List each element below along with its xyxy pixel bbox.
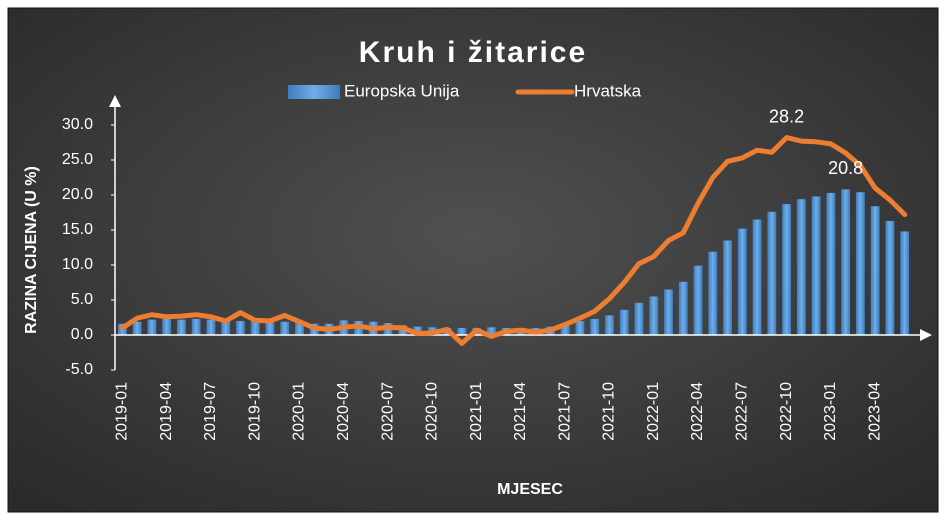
x-tick-label: 2019-04 bbox=[158, 382, 175, 441]
bar bbox=[619, 309, 629, 335]
legend-label: Hrvatska bbox=[574, 81, 642, 100]
bar bbox=[796, 199, 806, 335]
bar bbox=[162, 318, 172, 335]
bar bbox=[900, 231, 910, 335]
y-axis-title: RAZINA CIJENA (U %) bbox=[23, 166, 40, 334]
bar bbox=[737, 228, 747, 335]
bar bbox=[752, 219, 762, 335]
x-tick-label: 2019-01 bbox=[114, 382, 131, 441]
bar bbox=[767, 211, 777, 335]
x-tick-label: 2022-01 bbox=[645, 382, 662, 441]
bar bbox=[723, 240, 732, 335]
line bbox=[119, 135, 908, 346]
bar bbox=[605, 315, 614, 335]
x-tick-label: 2020-07 bbox=[379, 382, 396, 441]
bar bbox=[457, 328, 467, 335]
bar bbox=[486, 327, 496, 335]
bar bbox=[295, 322, 304, 335]
y-tick-label: 0.0 bbox=[71, 326, 93, 343]
bar bbox=[221, 320, 231, 335]
bar bbox=[870, 206, 880, 335]
bar bbox=[206, 319, 216, 335]
x-tick-label: 2023-01 bbox=[822, 382, 839, 441]
x-tick-label: 2021-07 bbox=[556, 382, 573, 441]
y-tick-label: 25.0 bbox=[62, 151, 93, 168]
y-axis-arrow bbox=[109, 95, 121, 107]
x-tick-label: 2021-04 bbox=[512, 382, 529, 441]
y-tick-label: 30.0 bbox=[62, 116, 93, 133]
bar bbox=[575, 321, 585, 335]
bar bbox=[782, 204, 792, 335]
bar bbox=[132, 321, 142, 335]
y-tick-label: -5.0 bbox=[65, 361, 93, 378]
bar bbox=[811, 196, 821, 335]
bar bbox=[634, 302, 644, 335]
bar bbox=[826, 192, 836, 335]
bar bbox=[280, 321, 290, 335]
x-axis-arrow bbox=[920, 329, 932, 341]
y-tick-label: 15.0 bbox=[62, 221, 93, 238]
y-tick-label: 5.0 bbox=[71, 291, 93, 308]
bar bbox=[250, 321, 260, 335]
data-label: 28.2 bbox=[769, 106, 804, 126]
bar bbox=[885, 220, 895, 335]
x-axis-title: MJESEC bbox=[497, 481, 563, 498]
x-tick-label: 2022-10 bbox=[778, 382, 795, 441]
chart-title: Kruh i žitarice bbox=[359, 36, 587, 69]
x-tick-label: 2023-04 bbox=[866, 382, 883, 441]
y-tick-label: 10.0 bbox=[62, 256, 93, 273]
x-tick-label: 2021-10 bbox=[601, 382, 618, 441]
legend-swatch bbox=[288, 85, 340, 99]
bar bbox=[176, 319, 186, 335]
bar bbox=[590, 318, 600, 335]
x-tick-label: 2019-10 bbox=[246, 382, 263, 441]
bar bbox=[236, 321, 245, 335]
bar bbox=[855, 192, 865, 335]
bar bbox=[841, 189, 851, 335]
legend-label: Europska Unija bbox=[344, 81, 460, 100]
bar bbox=[693, 265, 703, 335]
x-tick-label: 2022-07 bbox=[734, 382, 751, 441]
bar bbox=[560, 324, 570, 335]
bar bbox=[413, 326, 423, 335]
x-tick-label: 2022-04 bbox=[689, 382, 706, 441]
x-tick-label: 2020-01 bbox=[291, 382, 308, 441]
x-tick-label: 2020-04 bbox=[335, 382, 352, 441]
x-tick-label: 2019-07 bbox=[202, 382, 219, 441]
bar bbox=[147, 319, 157, 335]
bar bbox=[708, 251, 718, 335]
data-label: 20.8 bbox=[828, 158, 863, 178]
bar bbox=[664, 289, 673, 335]
x-tick-label: 2020-10 bbox=[424, 382, 441, 441]
y-tick-label: 20.0 bbox=[62, 186, 93, 203]
bar bbox=[265, 321, 275, 335]
bar bbox=[649, 296, 659, 335]
bar bbox=[678, 281, 688, 335]
bar bbox=[191, 318, 201, 335]
x-tick-label: 2021-01 bbox=[468, 382, 485, 441]
